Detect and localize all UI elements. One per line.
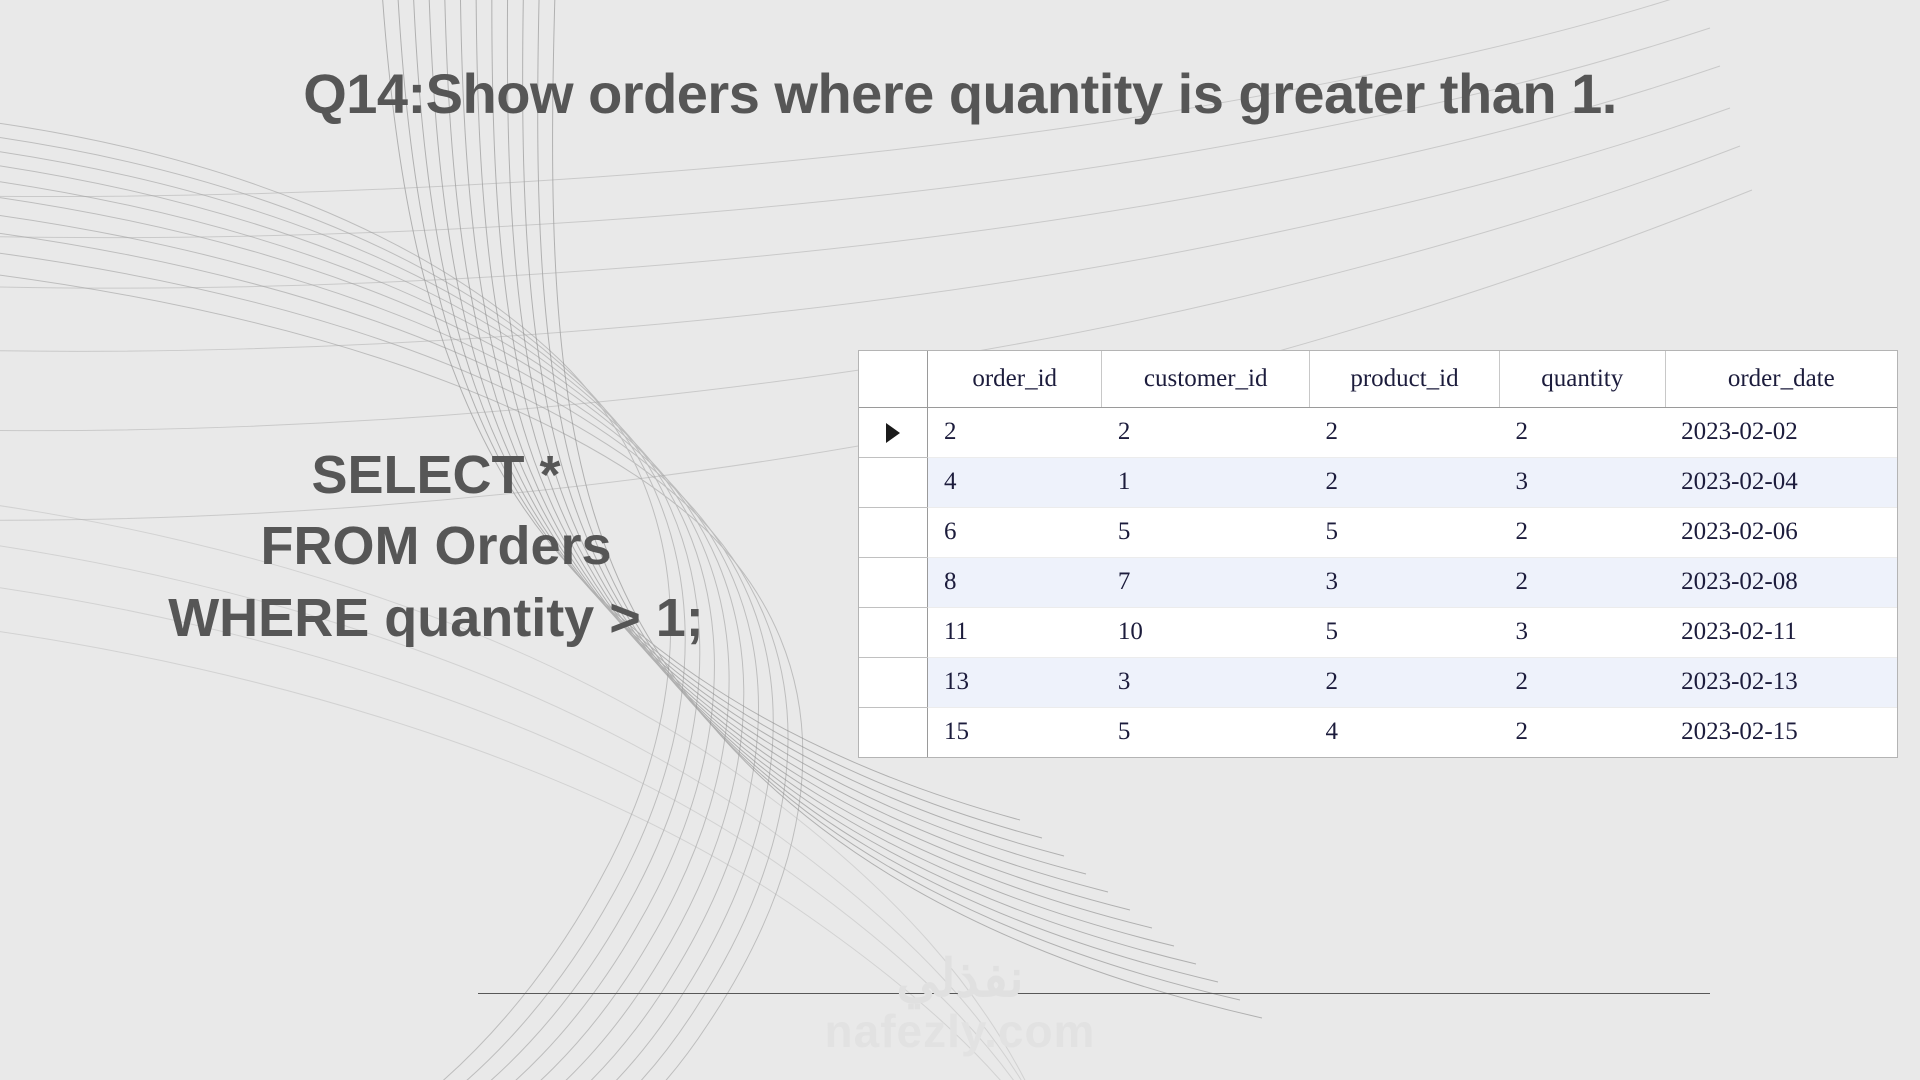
sql-line-where: WHERE quantity > 1; [168, 587, 704, 648]
cell-order-id: 15 [943, 718, 969, 746]
result-table: order_id customer_id product_id quantity… [859, 351, 1897, 757]
cell-order-date: 2023-02-08 [1665, 557, 1897, 608]
cell-customer-id: 7 [1101, 557, 1310, 608]
column-header-quantity[interactable]: quantity [1499, 351, 1666, 408]
cell-product-id: 5 [1309, 507, 1500, 558]
row-selector-cell[interactable] [859, 557, 928, 608]
cell-quantity: 3 [1499, 607, 1666, 658]
table-header-row: order_id customer_id product_id quantity… [859, 351, 1897, 408]
footer-divider [478, 993, 1710, 994]
cell-product-id: 4 [1325, 718, 1339, 746]
cell-order-date: 2023-02-06 [1665, 507, 1897, 558]
row-selector-cell[interactable] [859, 457, 928, 508]
cell-quantity: 3 [1499, 457, 1666, 508]
column-header-order-date[interactable]: order_date [1665, 351, 1897, 408]
row-selector-cell[interactable] [859, 407, 928, 458]
cell-customer-id: 1 [1101, 457, 1310, 508]
cell-product-id: 2 [1309, 457, 1500, 508]
cell-order-date: 2023-02-15 [1681, 718, 1798, 746]
cell-customer-id: 3 [1101, 657, 1310, 708]
table-row[interactable]: 6 5 5 2 2023-02-06 [859, 507, 1897, 558]
watermark-arabic-text: نفذلي [896, 950, 1024, 1008]
watermark: نفذلي nafezly.com [0, 952, 1920, 1055]
row-selector-cell[interactable] [859, 707, 928, 757]
cell-product-id: 2 [1309, 657, 1500, 708]
table-row[interactable]: 13 3 2 2 2023-02-13 [859, 657, 1897, 708]
cell-order-date: 2023-02-02 [1665, 407, 1897, 458]
table-row[interactable]: 4 1 2 3 2023-02-04 [859, 457, 1897, 508]
sql-line-from: FROM Orders [260, 516, 612, 577]
row-selector-cell[interactable] [859, 507, 928, 558]
cell-customer-id: 5 [1101, 507, 1310, 558]
cell-customer-id: 2 [1101, 407, 1310, 458]
cell-order-id: 8 [927, 557, 1102, 608]
cell-quantity: 2 [1499, 657, 1666, 708]
cell-order-id: 2 [927, 407, 1102, 458]
row-selector-header [859, 351, 928, 408]
page-title: Q14:Show orders where quantity is greate… [303, 62, 1617, 125]
cell-customer-id: 10 [1101, 607, 1310, 658]
cell-quantity: 2 [1515, 718, 1528, 746]
cell-order-id: 4 [927, 457, 1102, 508]
table-header: order_id customer_id product_id quantity… [859, 351, 1897, 408]
cell-order-date: 2023-02-13 [1665, 657, 1897, 708]
watermark-latin-text: nafezly.com [824, 1004, 1096, 1057]
cell-order-id: 6 [927, 507, 1102, 558]
table-row[interactable]: 11 10 5 3 2023-02-11 [859, 607, 1897, 658]
cell-order-date: 2023-02-04 [1665, 457, 1897, 508]
sql-query-block: SELECT * FROM Orders WHERE quantity > 1; [0, 440, 872, 654]
row-selector-cell[interactable] [859, 657, 928, 708]
cell-quantity: 2 [1499, 557, 1666, 608]
cell-product-id: 2 [1309, 407, 1500, 458]
table-row[interactable]: 15 5 4 2 2023-02-15 [859, 707, 1897, 757]
query-result-grid[interactable]: order_id customer_id product_id quantity… [858, 350, 1898, 758]
table-body: 2 2 2 2 2023-02-02 4 1 2 3 2023-02-04 [859, 407, 1897, 757]
column-header-order-id[interactable]: order_id [927, 351, 1103, 408]
table-row[interactable]: 2 2 2 2 2023-02-02 [859, 407, 1897, 458]
cell-product-id: 3 [1309, 557, 1500, 608]
cell-product-id: 5 [1309, 607, 1500, 658]
cell-quantity: 2 [1499, 407, 1666, 458]
row-selector-cell[interactable] [859, 607, 928, 658]
cell-quantity: 2 [1499, 507, 1666, 558]
current-row-arrow-icon [885, 422, 900, 443]
cell-order-id: 13 [927, 657, 1102, 708]
cell-order-id: 11 [927, 607, 1102, 658]
cell-customer-id: 5 [1117, 718, 1131, 746]
column-header-product-id[interactable]: product_id [1309, 351, 1500, 408]
column-header-customer-id[interactable]: customer_id [1101, 351, 1311, 408]
table-row[interactable]: 8 7 3 2 2023-02-08 [859, 557, 1897, 608]
cell-order-date: 2023-02-11 [1665, 607, 1897, 658]
sql-line-select: SELECT * [311, 445, 561, 505]
